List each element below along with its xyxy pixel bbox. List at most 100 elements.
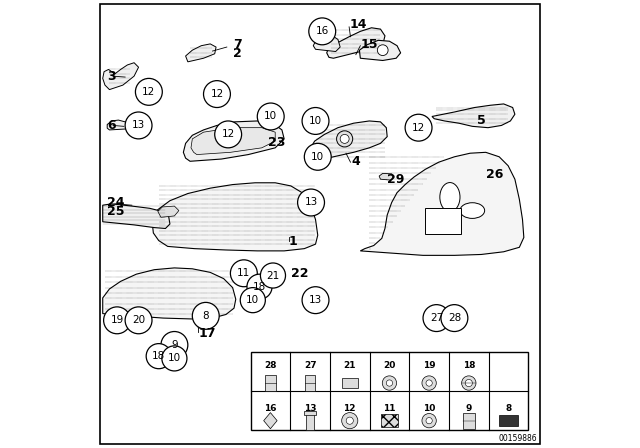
- Text: 7: 7: [233, 38, 241, 52]
- Polygon shape: [360, 152, 524, 255]
- Text: 8: 8: [506, 404, 511, 413]
- Polygon shape: [432, 104, 515, 128]
- Text: 21: 21: [344, 361, 356, 370]
- Text: 10: 10: [423, 404, 435, 413]
- Bar: [304, 411, 316, 415]
- Text: 29: 29: [387, 172, 404, 186]
- Polygon shape: [310, 121, 387, 161]
- Text: 2: 2: [233, 47, 241, 60]
- Bar: [305, 375, 316, 391]
- Text: 1: 1: [289, 235, 298, 249]
- Circle shape: [302, 287, 329, 314]
- Ellipse shape: [440, 183, 460, 212]
- Text: 12: 12: [344, 404, 356, 413]
- Text: 25: 25: [108, 205, 125, 219]
- Polygon shape: [191, 128, 275, 155]
- Text: 4: 4: [351, 155, 360, 168]
- Polygon shape: [186, 44, 216, 62]
- Text: 8: 8: [202, 311, 209, 321]
- Polygon shape: [103, 63, 139, 90]
- Text: 10: 10: [246, 295, 259, 305]
- Text: 20: 20: [132, 315, 145, 325]
- Text: 15: 15: [360, 38, 378, 52]
- Bar: [463, 413, 475, 429]
- Circle shape: [204, 81, 230, 108]
- Text: 28: 28: [264, 361, 276, 370]
- Bar: [307, 412, 314, 430]
- Text: 10: 10: [168, 353, 181, 363]
- Text: 5: 5: [477, 114, 486, 128]
- Text: 13: 13: [309, 295, 322, 305]
- Circle shape: [423, 305, 450, 332]
- Polygon shape: [103, 204, 170, 228]
- Bar: [251, 352, 528, 430]
- Circle shape: [240, 288, 266, 313]
- Text: 18: 18: [152, 351, 165, 361]
- Circle shape: [125, 112, 152, 139]
- Circle shape: [230, 260, 257, 287]
- Circle shape: [161, 332, 188, 358]
- Text: 12: 12: [412, 123, 425, 133]
- Text: 20: 20: [383, 361, 396, 370]
- Text: 18: 18: [463, 361, 475, 370]
- Text: 19: 19: [423, 361, 435, 370]
- Text: 28: 28: [448, 313, 461, 323]
- Text: 10: 10: [264, 112, 277, 121]
- Polygon shape: [314, 35, 340, 52]
- Circle shape: [441, 305, 468, 332]
- Text: 17: 17: [199, 327, 216, 340]
- Bar: [425, 208, 461, 234]
- Text: 10: 10: [309, 116, 322, 126]
- Text: 13: 13: [132, 121, 145, 130]
- Text: 27: 27: [304, 361, 316, 370]
- Polygon shape: [264, 413, 277, 429]
- Circle shape: [305, 143, 332, 170]
- Text: 27: 27: [430, 313, 443, 323]
- Circle shape: [215, 121, 242, 148]
- Circle shape: [387, 380, 392, 386]
- Text: 9: 9: [466, 404, 472, 413]
- Circle shape: [125, 307, 152, 334]
- Text: 9: 9: [171, 340, 178, 350]
- Text: 13: 13: [304, 404, 316, 413]
- Text: 22: 22: [291, 267, 308, 280]
- Circle shape: [257, 103, 284, 130]
- Text: 16: 16: [316, 26, 329, 36]
- Polygon shape: [360, 40, 401, 60]
- Circle shape: [382, 376, 397, 390]
- Bar: [342, 378, 358, 388]
- Circle shape: [260, 263, 285, 288]
- Text: 24: 24: [108, 196, 125, 209]
- Ellipse shape: [460, 202, 484, 219]
- Text: 12: 12: [142, 87, 156, 97]
- Circle shape: [302, 108, 329, 134]
- Text: 23: 23: [269, 136, 286, 149]
- Text: 12: 12: [211, 89, 223, 99]
- Polygon shape: [103, 268, 236, 319]
- Bar: [499, 415, 518, 426]
- Circle shape: [426, 418, 432, 424]
- Circle shape: [309, 18, 336, 45]
- Polygon shape: [184, 121, 284, 161]
- Text: 18: 18: [253, 282, 266, 292]
- Text: 10: 10: [311, 152, 324, 162]
- Polygon shape: [152, 183, 317, 251]
- Circle shape: [104, 307, 131, 334]
- Circle shape: [337, 131, 353, 147]
- Circle shape: [461, 376, 476, 390]
- Text: 21: 21: [266, 271, 280, 280]
- Circle shape: [340, 134, 349, 143]
- Text: 11: 11: [237, 268, 250, 278]
- Circle shape: [346, 417, 353, 424]
- Circle shape: [192, 302, 219, 329]
- Bar: [265, 375, 276, 391]
- Text: 19: 19: [111, 315, 124, 325]
- Circle shape: [162, 346, 187, 371]
- Polygon shape: [108, 120, 130, 130]
- Text: 11: 11: [383, 404, 396, 413]
- Text: 16: 16: [264, 404, 276, 413]
- Circle shape: [146, 344, 172, 369]
- Circle shape: [405, 114, 432, 141]
- Text: 13: 13: [305, 198, 317, 207]
- Polygon shape: [379, 173, 394, 180]
